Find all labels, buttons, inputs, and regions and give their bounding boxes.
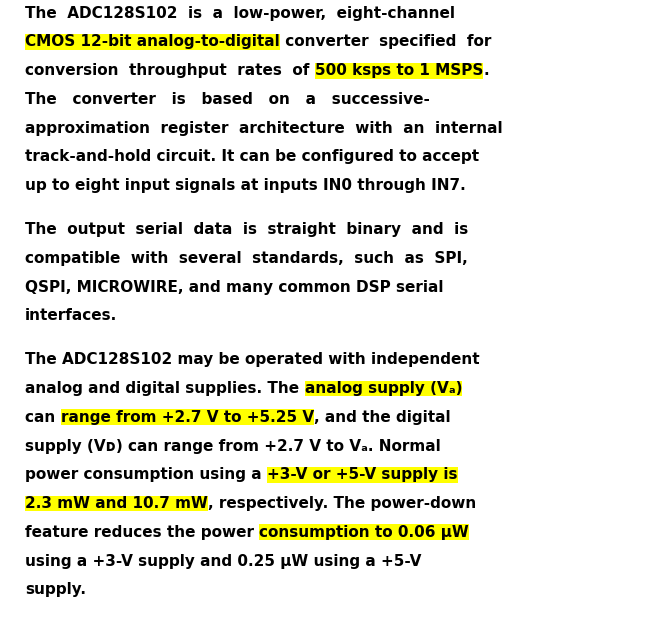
Bar [25, 34, 280, 50]
Text: The   converter   is   based   on   a   successive-: The converter is based on a successive- [25, 92, 430, 107]
Text: The  output  serial  data  is  straight  binary  and  is: The output serial data is straight binar… [25, 222, 469, 237]
Text: supply.: supply. [25, 583, 86, 597]
Text: +3-V or +5-V supply is: +3-V or +5-V supply is [267, 468, 457, 482]
Text: 500 ksps to 1 MSPS: 500 ksps to 1 MSPS [315, 63, 483, 78]
Text: analog supply (Vₐ): analog supply (Vₐ) [305, 381, 462, 396]
Text: up to eight input signals at inputs IN0 through IN7.: up to eight input signals at inputs IN0 … [25, 178, 466, 193]
Bar [260, 525, 469, 540]
Text: conversion  throughput  rates  of: conversion throughput rates of [25, 63, 315, 78]
Text: analog and digital supplies. The: analog and digital supplies. The [25, 381, 305, 396]
Text: compatible  with  several  standards,  such  as  SPI,: compatible with several standards, such … [25, 251, 468, 266]
Text: using a +3-V supply and 0.25 μW using a +5-V: using a +3-V supply and 0.25 μW using a … [25, 554, 422, 569]
Bar [315, 63, 483, 78]
Text: The ADC128S102 may be operated with independent: The ADC128S102 may be operated with inde… [25, 353, 480, 367]
Text: interfaces.: interfaces. [25, 308, 117, 324]
Text: supply (Vᴅ) can range from +2.7 V to Vₐ. Normal: supply (Vᴅ) can range from +2.7 V to Vₐ.… [25, 439, 441, 454]
Text: range from +2.7 V to +5.25 V: range from +2.7 V to +5.25 V [61, 410, 314, 425]
Bar [267, 467, 457, 483]
Text: 2.3 mW and 10.7 mW: 2.3 mW and 10.7 mW [25, 496, 208, 511]
Text: , and the digital: , and the digital [314, 410, 450, 425]
Bar [305, 380, 462, 396]
Bar [25, 495, 208, 511]
Text: track-and-hold circuit. It can be configured to accept: track-and-hold circuit. It can be config… [25, 150, 479, 164]
Text: approximation  register  architecture  with  an  internal: approximation register architecture with… [25, 121, 502, 136]
Text: .: . [483, 63, 489, 78]
Text: can: can [25, 410, 61, 425]
Text: feature reduces the power: feature reduces the power [25, 525, 260, 540]
Text: , respectively. The power-down: , respectively. The power-down [208, 496, 476, 511]
Text: consumption to 0.06 μW: consumption to 0.06 μW [260, 525, 469, 540]
Text: CMOS 12-bit analog-to-digital: CMOS 12-bit analog-to-digital [25, 35, 280, 49]
Text: converter  specified  for: converter specified for [280, 35, 491, 49]
Text: The  ADC128S102  is  a  low-power,  eight-channel: The ADC128S102 is a low-power, eight-cha… [25, 6, 455, 21]
Bar [61, 410, 314, 425]
Text: power consumption using a: power consumption using a [25, 468, 267, 482]
Text: QSPI, MICROWIRE, and many common DSP serial: QSPI, MICROWIRE, and many common DSP ser… [25, 280, 444, 295]
